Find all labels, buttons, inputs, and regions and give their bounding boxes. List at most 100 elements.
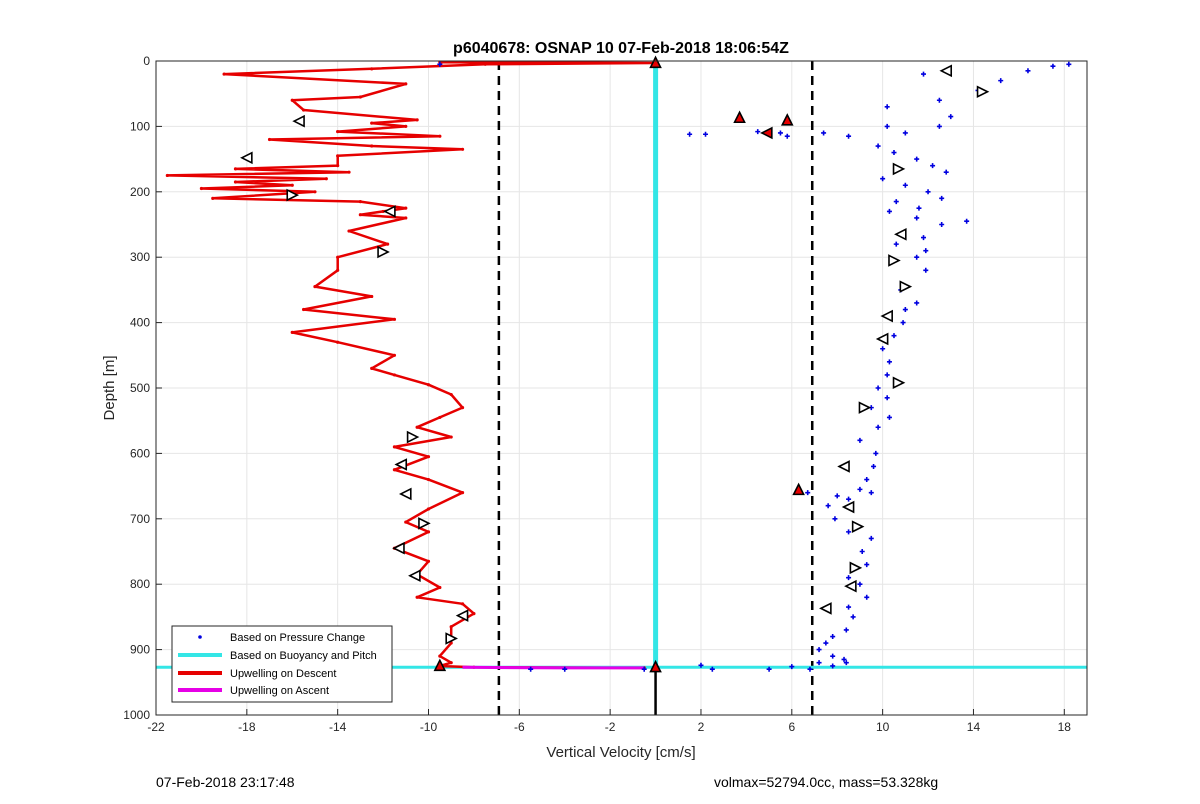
triangle-marker xyxy=(433,658,447,672)
descent-point xyxy=(438,654,442,658)
pressure-point xyxy=(880,346,886,352)
pressure-point xyxy=(846,604,852,610)
pressure-point xyxy=(843,660,849,666)
triangle-marker xyxy=(455,609,469,622)
pressure-point xyxy=(830,663,836,669)
descent-point xyxy=(336,164,340,168)
pressure-point xyxy=(943,169,949,175)
x-tick-label: 18 xyxy=(1058,720,1072,734)
descent-point xyxy=(449,625,453,629)
y-tick-label: 700 xyxy=(130,512,150,526)
pressure-point xyxy=(805,490,811,496)
y-tick-label: 800 xyxy=(130,577,150,591)
descent-point xyxy=(370,366,374,370)
x-tick-label: -18 xyxy=(238,720,256,734)
x-tick-label: 2 xyxy=(698,720,705,734)
triangle-marker xyxy=(408,569,421,582)
pressure-point xyxy=(841,656,847,662)
pressure-point xyxy=(998,78,1004,84)
descent-point xyxy=(392,353,397,357)
x-tick-label: -14 xyxy=(329,720,347,734)
triangle-marker xyxy=(819,602,832,615)
descent-point xyxy=(370,294,374,299)
triangle-marker xyxy=(892,162,906,176)
pressure-point xyxy=(821,130,827,136)
x-tick-label: -22 xyxy=(147,720,165,734)
plot-area-border xyxy=(155,60,1088,716)
y-tick-label: 500 xyxy=(130,381,150,395)
pressure-point xyxy=(823,640,829,646)
pressure-point xyxy=(914,215,920,221)
triangle-marker xyxy=(418,517,431,530)
descent-point xyxy=(392,445,397,449)
pressure-point xyxy=(687,131,693,137)
reference-lines xyxy=(497,61,814,715)
pressure-point xyxy=(914,156,920,162)
pressure-point xyxy=(755,129,761,135)
triangle-marker xyxy=(760,126,773,140)
pressure-point xyxy=(816,647,822,653)
triangle-marker xyxy=(733,110,746,124)
x-tick-label: -2 xyxy=(605,720,616,734)
pressure-point xyxy=(1025,68,1031,74)
pressure-point xyxy=(830,653,836,659)
descent-point xyxy=(313,190,317,194)
triangle-marker xyxy=(880,309,893,323)
descent-point xyxy=(347,229,351,233)
triangle-marker xyxy=(240,151,253,165)
y-tick-label: 0 xyxy=(143,54,150,68)
descent-point xyxy=(415,425,419,429)
descent-point xyxy=(449,392,453,397)
triangle-marker xyxy=(377,245,390,259)
pressure-point xyxy=(900,320,906,326)
descent-point xyxy=(386,242,390,246)
pressure-point xyxy=(921,235,927,241)
pressure-point xyxy=(562,666,568,672)
descent-point xyxy=(426,477,431,482)
pressure-point xyxy=(936,123,942,129)
descent-point xyxy=(392,373,397,377)
triangle-marker xyxy=(875,332,889,346)
pressure-point xyxy=(884,104,890,110)
pressure-point xyxy=(437,61,443,67)
pressure-point xyxy=(789,664,795,670)
triangle-marker xyxy=(649,659,662,673)
series-descent-line xyxy=(166,61,657,670)
pressure-point xyxy=(886,414,892,420)
y-tick-label: 200 xyxy=(130,185,150,199)
descent-point xyxy=(199,186,204,191)
descent-point xyxy=(290,330,294,335)
triangle-marker xyxy=(383,205,396,218)
descent-point xyxy=(347,170,351,174)
y-tick-label: 300 xyxy=(130,250,150,264)
descent-point xyxy=(336,255,340,259)
descent-point xyxy=(290,98,294,102)
x-tick-label: 10 xyxy=(876,720,890,734)
triangle-marker xyxy=(976,85,990,99)
pressure-point xyxy=(846,496,852,502)
descent-point xyxy=(336,340,340,344)
pressure-point xyxy=(893,199,899,205)
footer-timestamp: 07-Feb-2018 23:17:48 xyxy=(156,774,295,790)
pressure-point xyxy=(902,307,908,313)
x-axis-label: Vertical Velocity [cm/s] xyxy=(546,744,695,761)
legend-label-descent: Upwelling on Descent xyxy=(230,668,336,680)
descent-point xyxy=(460,602,465,606)
pressure-point xyxy=(925,189,931,195)
descent-point xyxy=(324,177,328,181)
descent-point xyxy=(370,144,374,148)
descent-point xyxy=(404,124,408,128)
x-tick-label: -6 xyxy=(514,720,525,734)
descent-point xyxy=(165,173,169,178)
y-tick-label: 600 xyxy=(130,446,150,460)
pressure-point xyxy=(891,333,897,339)
triangle-marker xyxy=(445,632,458,645)
descent-point xyxy=(211,196,215,200)
pressure-point xyxy=(641,666,647,672)
x-tick-label: -10 xyxy=(420,720,438,734)
pressure-point xyxy=(864,594,870,600)
descent-point xyxy=(392,468,397,472)
descent-point xyxy=(460,406,465,410)
pressure-point xyxy=(784,133,790,139)
